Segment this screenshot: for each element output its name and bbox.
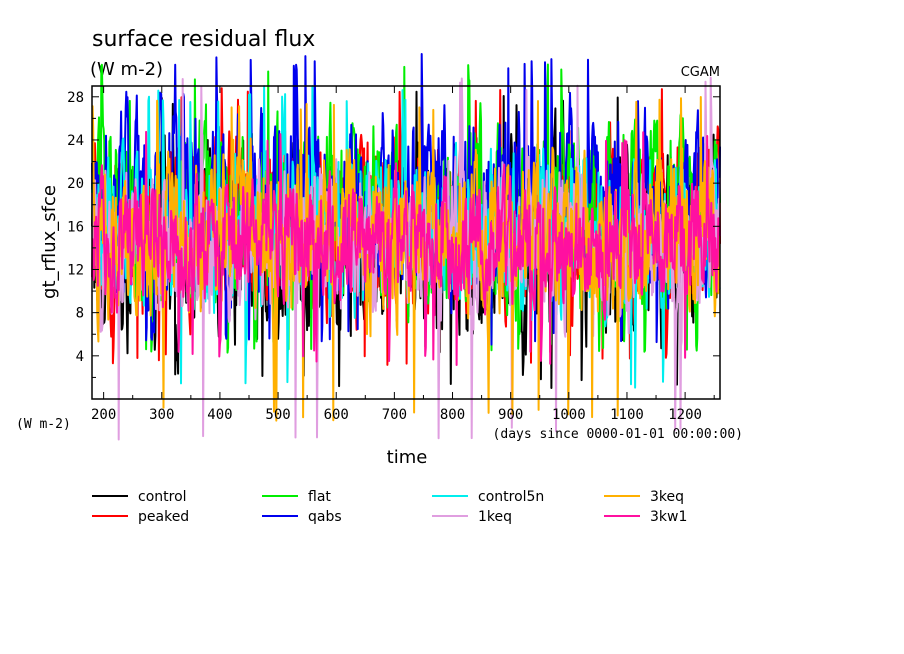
chart-title: surface residual flux bbox=[92, 27, 315, 52]
y-axis-units: (W m-2) bbox=[16, 417, 71, 432]
x-axis-units: (days since 0000-01-01 00:00:00) bbox=[493, 427, 743, 442]
x-tick-label: 1100 bbox=[610, 407, 644, 423]
x-tick-label: 1000 bbox=[552, 407, 586, 423]
source-label: CGAM bbox=[681, 65, 720, 80]
legend-label-control5n: control5n bbox=[478, 489, 544, 505]
x-axis: 200 300 400 500 600 700 800 900 1000 1100 1200 bbox=[91, 86, 715, 423]
legend-label-1keq: 1keq bbox=[478, 509, 512, 525]
x-tick-label: 900 bbox=[498, 407, 523, 423]
x-tick-label: 800 bbox=[440, 407, 465, 423]
y-axis-label: gt_rflux_sfce bbox=[39, 185, 60, 299]
chart-subtitle: (W m-2) bbox=[90, 59, 163, 80]
y-tick-label: 16 bbox=[67, 219, 84, 235]
legend-label-control: control bbox=[138, 489, 187, 505]
y-tick-label: 28 bbox=[67, 90, 84, 106]
x-tick-label: 600 bbox=[324, 407, 349, 423]
series-layer bbox=[91, 53, 721, 441]
x-tick-label: 500 bbox=[265, 407, 290, 423]
y-tick-label: 24 bbox=[67, 133, 84, 149]
x-tick-label: 200 bbox=[91, 407, 116, 423]
x-tick-label: 700 bbox=[382, 407, 407, 423]
y-tick-label: 12 bbox=[67, 262, 84, 278]
legend: control peaked flat qabs control5n 1keq 3keq 3k… bbox=[92, 489, 687, 525]
legend-label-3kw1: 3kw1 bbox=[650, 509, 687, 525]
x-tick-label: 300 bbox=[149, 407, 174, 423]
y-tick-label: 8 bbox=[76, 306, 84, 322]
x-tick-label: 400 bbox=[207, 407, 232, 423]
legend-label-peaked: peaked bbox=[138, 509, 189, 525]
series-line-3kw1 bbox=[91, 130, 721, 366]
x-tick-label: 1200 bbox=[668, 407, 702, 423]
legend-label-flat: flat bbox=[308, 489, 331, 505]
legend-label-3keq: 3keq bbox=[650, 489, 684, 505]
legend-label-qabs: qabs bbox=[308, 509, 342, 525]
x-axis-label: time bbox=[387, 447, 428, 468]
y-tick-label: 4 bbox=[76, 349, 84, 365]
plot-frame bbox=[91, 85, 721, 400]
y-axis: 4 8 12 16 20 24 28 bbox=[67, 90, 720, 378]
y-tick-label: 20 bbox=[67, 176, 84, 192]
